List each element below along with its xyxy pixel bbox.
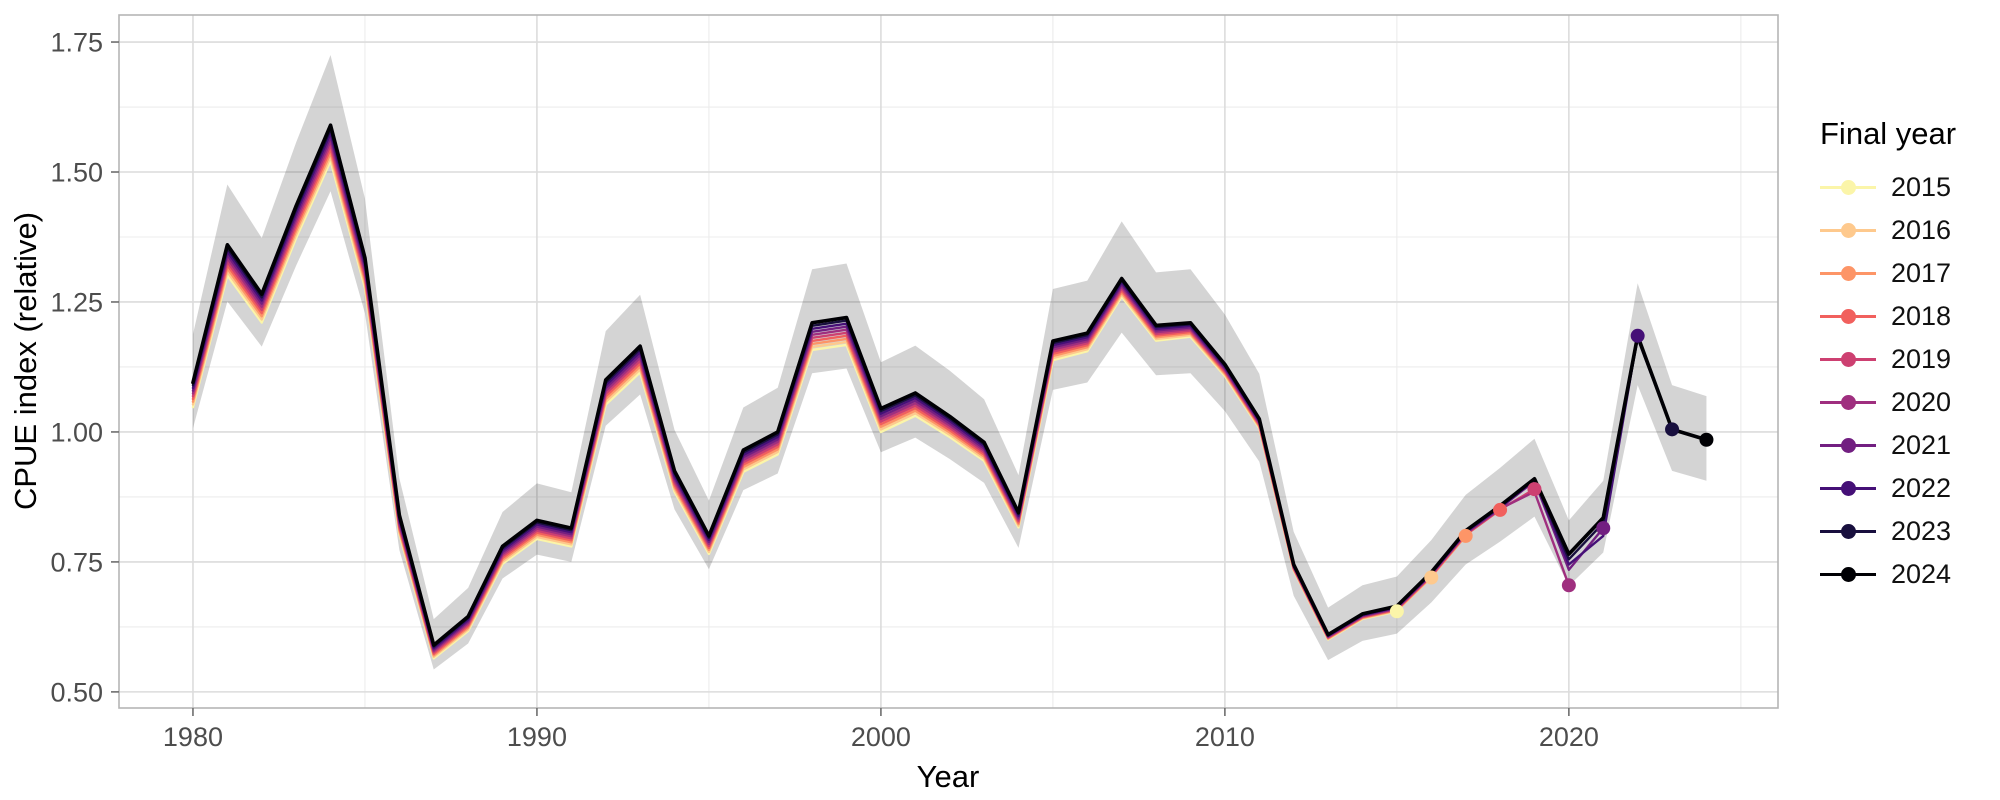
legend-key-icon [1820, 306, 1876, 328]
y-axis-title: CPUE index (relative) [8, 212, 43, 510]
y-tick-label: 1.75 [50, 28, 103, 58]
legend-title: Final year [1820, 116, 1957, 151]
legend-item-label: 2017 [1891, 258, 1952, 288]
endpoint-dot-2016 [1424, 570, 1439, 585]
legend-key-dot [1840, 266, 1856, 281]
minor-gridlines [119, 15, 1778, 708]
legend-key-icon [1820, 263, 1876, 285]
major-gridlines [119, 15, 1778, 708]
x-tick-label: 2020 [1539, 722, 1599, 752]
endpoint-dots [1389, 328, 1714, 619]
legend-key-icon [1820, 177, 1876, 199]
legend-key-dot [1840, 395, 1856, 410]
legend-key-dot [1840, 223, 1856, 238]
legend-item-2018: 2018 [1820, 295, 1998, 338]
legend-item-label: 2024 [1891, 559, 1952, 589]
panel-border-rect [118, 14, 1779, 709]
legend-item-2015: 2015 [1820, 166, 1998, 209]
y-tick-label: 0.50 [50, 677, 103, 707]
legend-key-icon [1820, 392, 1876, 414]
index-line-2024 [191, 123, 1709, 647]
endpoint-dot-2020 [1561, 578, 1576, 593]
legend-item-label: 2021 [1891, 430, 1952, 460]
final-year-legend: Final year 2015 2016 2017 2018 2019 2020 2021 2… [1820, 116, 1998, 596]
panel-border [118, 14, 1779, 709]
legend-item-2021: 2021 [1820, 424, 1998, 467]
legend-item-2024: 2024 [1820, 553, 1998, 596]
x-tick-label: 1990 [507, 722, 567, 752]
endpoint-dot-2019 [1527, 482, 1542, 497]
legend-key-dot [1840, 352, 1856, 367]
legend-item-2023: 2023 [1820, 510, 1998, 553]
legend-key-icon [1820, 521, 1876, 543]
y-tick-label: 1.25 [50, 287, 103, 317]
endpoint-dot-2018 [1493, 502, 1508, 517]
legend-key-dot [1840, 567, 1856, 582]
y-tick-label: 1.50 [50, 158, 103, 188]
legend-item-2019: 2019 [1820, 338, 1998, 381]
x-axis-title: Year [917, 759, 980, 794]
legend-key-dot [1840, 524, 1856, 539]
x-tick-label: 2010 [1195, 722, 1255, 752]
legend-item-2022: 2022 [1820, 467, 1998, 510]
legend-key-icon [1820, 564, 1876, 586]
legend-key-icon [1820, 435, 1876, 457]
y-tick-label: 0.75 [50, 547, 103, 577]
legend-item-2020: 2020 [1820, 381, 1998, 424]
legend-item-label: 2015 [1891, 172, 1952, 202]
legend-item-label: 2016 [1891, 215, 1952, 245]
legend-key-dot [1840, 481, 1856, 496]
legend-key-icon [1820, 349, 1876, 371]
legend-key-icon [1820, 220, 1876, 242]
endpoint-dot-2017 [1458, 528, 1473, 543]
endpoint-dot-2024 [1699, 432, 1714, 447]
legend-item-label: 2023 [1891, 516, 1952, 546]
legend-key-dot [1840, 309, 1856, 324]
endpoint-dot-2023 [1665, 422, 1680, 437]
endpoint-dot-2022 [1630, 328, 1645, 343]
x-tick-label: 1980 [163, 722, 223, 752]
confidence-ribbon [192, 55, 1707, 670]
legend-item-2017: 2017 [1820, 252, 1998, 295]
legend-item-label: 2018 [1891, 301, 1952, 331]
legend-key-icon [1820, 478, 1876, 500]
legend-item-label: 2022 [1891, 473, 1952, 503]
legend-item-label: 2019 [1891, 344, 1952, 374]
axis-tick-labels: 1980 1990 2000 2010 2020 0.50 0.75 1.00 1.25 1.50… [50, 28, 1598, 752]
legend-rows: 2015 2016 2017 2018 2019 2020 2021 2022 2023 2024 [1820, 166, 1998, 596]
endpoint-dot-2015 [1389, 604, 1404, 619]
legend-item-label: 2020 [1891, 387, 1952, 417]
endpoint-dot-2021 [1596, 521, 1611, 536]
legend-key-dot [1840, 180, 1856, 195]
legend-item-2016: 2016 [1820, 209, 1998, 252]
x-tick-label: 2000 [851, 722, 911, 752]
axis-ticks [111, 41, 1570, 716]
confidence-ribbon-area [192, 55, 1707, 670]
legend-key-dot [1840, 438, 1856, 453]
y-tick-label: 1.00 [50, 417, 103, 447]
